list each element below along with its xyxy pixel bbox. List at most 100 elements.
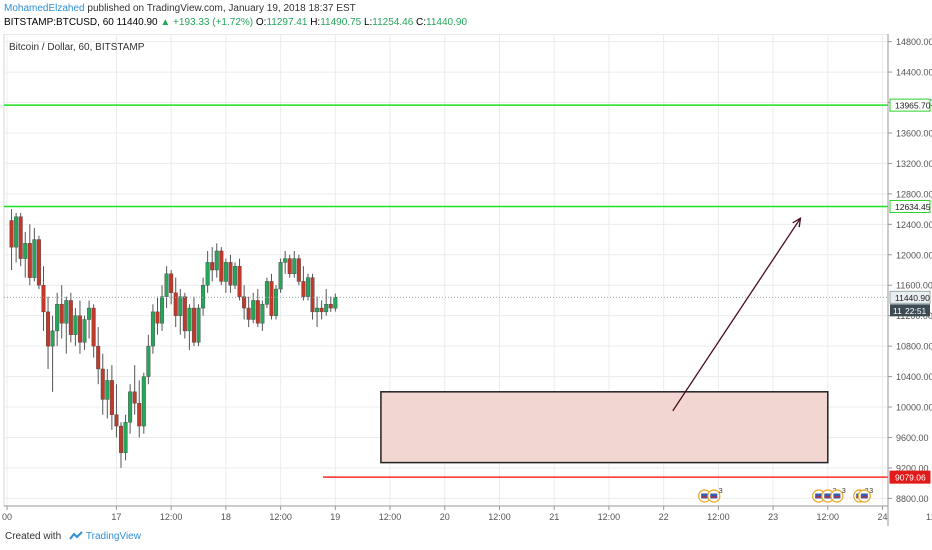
flag-fill [701, 493, 709, 499]
candle-body [274, 288, 279, 316]
candle-body [146, 345, 151, 377]
last-price-label: 11440.90 [895, 293, 930, 303]
candle-body [100, 368, 105, 400]
candle-body [296, 258, 301, 282]
level-price-badge [889, 470, 931, 484]
y-tick-label: 10800.00 [896, 342, 932, 352]
x-tick-label: 24 [878, 512, 888, 522]
candle-body [109, 380, 114, 415]
candle-body [228, 262, 233, 286]
y-tick-label: 11600.00 [896, 281, 932, 291]
x-tick-label: 12:00 [160, 512, 183, 522]
y-tick-label: 9200.00 [896, 463, 929, 473]
candle-body [73, 315, 78, 335]
candle-body [264, 281, 269, 305]
candles [9, 209, 338, 468]
candle-body [223, 262, 228, 282]
candle-body [9, 220, 14, 248]
low-value: 11254.46 [372, 17, 414, 28]
candle-body [191, 307, 196, 343]
countdown-prefix: 11 [893, 306, 902, 316]
y-tick-label: 12400.00 [896, 220, 932, 230]
candle-body [91, 307, 96, 347]
y-tick-label: 10400.00 [896, 372, 932, 382]
candle-body [201, 285, 206, 309]
candle-body [105, 380, 110, 400]
candle-body [23, 243, 28, 259]
open-value: 11297.41 [266, 17, 308, 28]
x-tick-label: 12:00 [817, 512, 840, 522]
candle-body [36, 239, 41, 286]
candle-body [237, 265, 242, 297]
price-chart[interactable]: 323335 14800.0014400.0014000.0013600.001… [0, 34, 932, 526]
event-markers: 323335 [698, 488, 873, 503]
candle-body [324, 304, 329, 313]
y-tick-label: 13600.00 [896, 128, 932, 138]
candle-body [123, 422, 128, 453]
candle-body [242, 296, 247, 309]
flag-fill [860, 493, 868, 499]
zone-layer [380, 391, 829, 464]
y-tick-label: 14400.00 [896, 68, 932, 78]
high-value: 11490.75 [320, 17, 362, 28]
projection-arrow-line [672, 217, 801, 412]
candle-body [137, 403, 142, 427]
event-count: 3 [869, 488, 873, 495]
y-tick-label: 8800.00 [896, 494, 929, 504]
close-value: 11440.90 [426, 17, 468, 28]
candle-body [182, 296, 187, 332]
change-value: ▲ +193.33 (+1.72%) [160, 17, 254, 28]
candle-body [210, 262, 215, 271]
candle-body [287, 258, 292, 275]
candle-body [251, 300, 256, 320]
open-label: O: [255, 17, 267, 28]
candle-body [96, 345, 101, 370]
candle-body [150, 311, 155, 347]
candle-body [77, 315, 82, 343]
candle-body [255, 300, 260, 324]
y-tick-label: 12800.00 [896, 189, 932, 199]
candle-body [246, 307, 251, 320]
candle-body [32, 239, 37, 278]
candle-body [173, 292, 178, 316]
x-tick-label: 19 [330, 512, 340, 522]
candle-body [328, 304, 333, 309]
close-label: C: [416, 17, 427, 28]
candle-body [283, 258, 288, 263]
event-count: 3 [842, 488, 846, 495]
x-tick-label: 21 [549, 512, 559, 522]
candle-body [278, 262, 283, 290]
last-value: 11440.90 [116, 17, 158, 28]
level-price-label: 12634.45 [895, 202, 931, 212]
symbol-ohlc-bar: BITSTAMP:BTCUSD, 60 11440.90 ▲ +193.33 (… [4, 17, 467, 28]
flag-fill [833, 493, 841, 499]
candle-body [46, 311, 51, 347]
x-tick-label: 23 [768, 512, 778, 522]
author-link[interactable]: MohamedElzahed [4, 3, 85, 14]
candle-body [315, 307, 320, 313]
x-tick-label: 12:00 [488, 512, 511, 522]
candle-body [305, 277, 310, 297]
low-label: L: [363, 17, 373, 28]
candle-body [178, 296, 183, 316]
x-tick-label: 20 [440, 512, 450, 522]
candle-body [55, 304, 60, 332]
candle-body [64, 300, 69, 324]
x-tick-label: 18 [221, 512, 231, 522]
x-tick-label: 12:00 [598, 512, 621, 522]
tradingview-brand[interactable]: TradingView [85, 531, 141, 542]
last-price-badge [889, 290, 931, 304]
countdown-badge [890, 304, 930, 317]
candle-body [205, 262, 210, 286]
axes: 14800.0014400.0014000.0013600.0013200.00… [2, 34, 932, 526]
candle-body [160, 296, 165, 324]
candle-body [187, 307, 192, 332]
chart-title: Bitcoin / Dollar, 60, BITSTAMP [9, 42, 145, 53]
x-tick-label: 12:00 [379, 512, 402, 522]
level-price-badge [889, 98, 931, 112]
candle-body [14, 216, 19, 248]
candle-body [333, 297, 338, 309]
y-tick-label: 13200.00 [896, 159, 932, 169]
candle-body [155, 311, 160, 324]
y-tick-label: 9600.00 [896, 433, 929, 443]
